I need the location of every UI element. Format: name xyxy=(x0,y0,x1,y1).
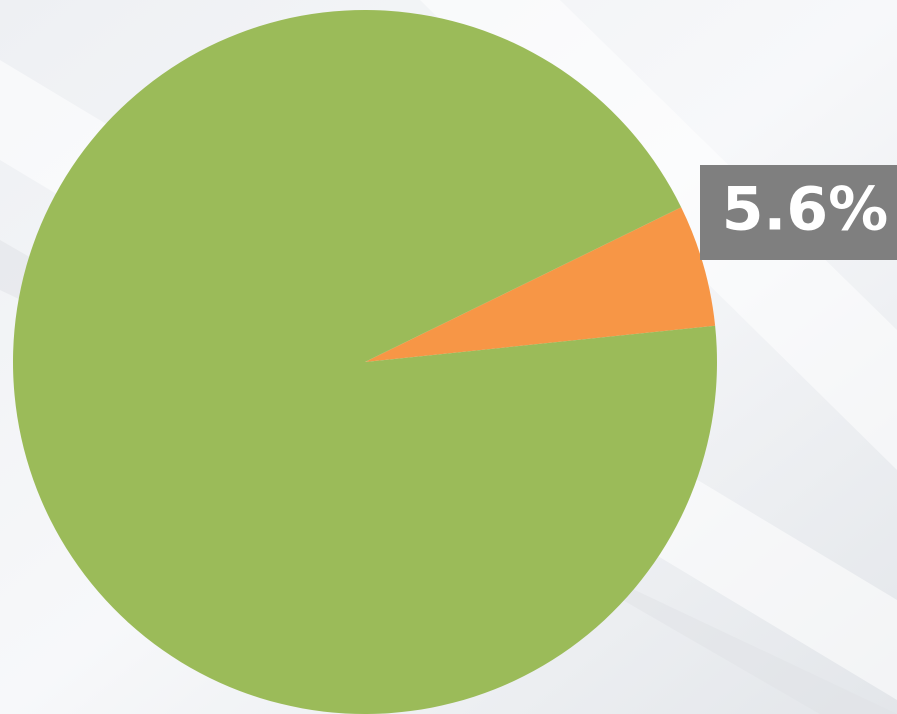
data-label: 5.6% xyxy=(722,175,888,245)
data-label-box xyxy=(700,165,897,260)
pie-slice xyxy=(365,207,716,362)
labels: 5.6% xyxy=(700,165,897,260)
pie-slice xyxy=(13,10,717,714)
pie xyxy=(13,10,717,714)
